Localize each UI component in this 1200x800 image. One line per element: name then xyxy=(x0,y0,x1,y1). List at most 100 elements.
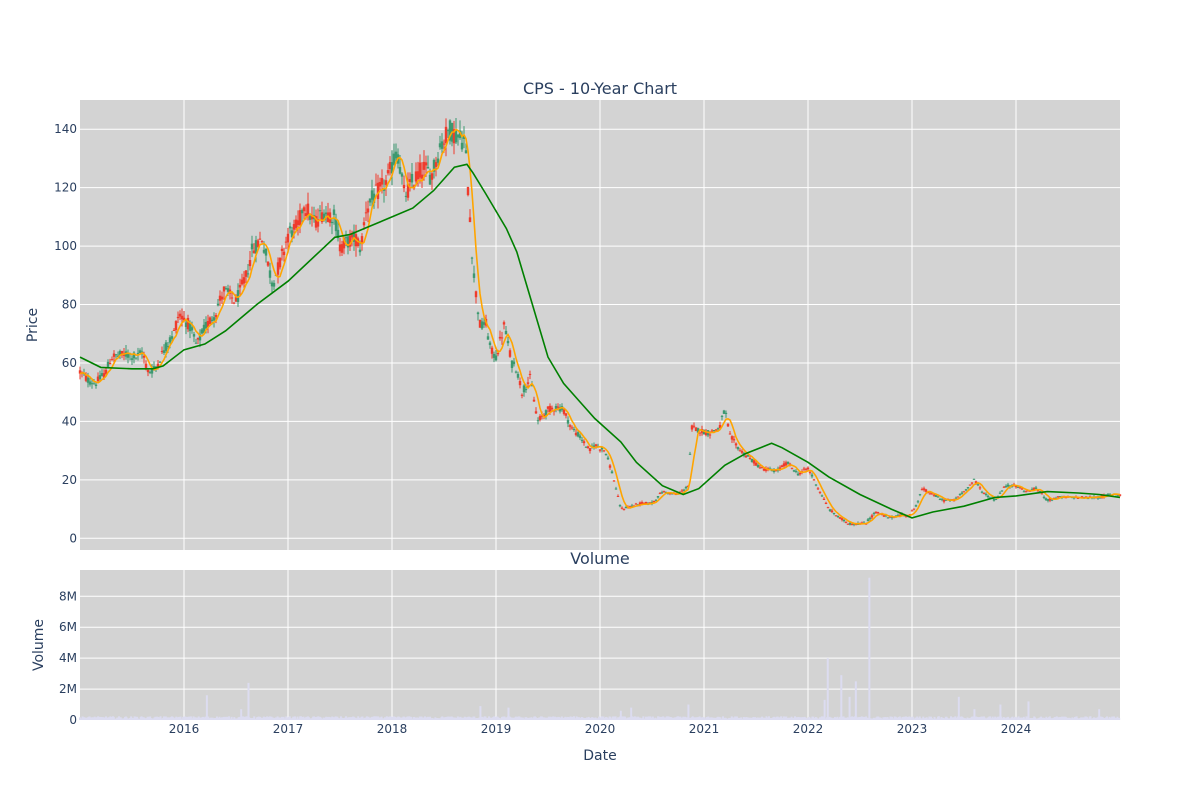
volume-bar xyxy=(576,717,579,720)
candle-body xyxy=(746,454,750,457)
candle-body xyxy=(850,524,854,526)
volume-bar xyxy=(797,716,800,720)
candle-body xyxy=(302,207,306,212)
candle-body xyxy=(722,410,726,414)
candle-body xyxy=(730,436,734,440)
candle-body xyxy=(612,480,616,482)
volume-bar xyxy=(510,717,513,720)
volume-bar xyxy=(667,716,670,720)
candle-body xyxy=(110,359,114,361)
candle-body xyxy=(1016,486,1020,488)
candle-body xyxy=(808,471,812,473)
candle-body xyxy=(520,394,524,396)
volume-bar xyxy=(90,717,93,720)
candle-body xyxy=(384,180,388,185)
candle-body xyxy=(750,458,754,463)
long-moving-average-line xyxy=(79,163,1121,519)
candle-body xyxy=(1018,487,1022,489)
candle-body xyxy=(88,381,92,385)
candle-body xyxy=(342,238,346,249)
candle-body xyxy=(136,352,140,355)
candle-body xyxy=(554,405,558,410)
candle-body xyxy=(142,355,146,358)
candle-body xyxy=(970,482,974,484)
candle-body xyxy=(1076,497,1080,499)
volume-bar xyxy=(1106,716,1108,720)
candle-body xyxy=(556,406,560,408)
volume-bar xyxy=(1022,716,1025,720)
candle-body xyxy=(738,450,742,452)
volume-bar xyxy=(447,716,450,720)
candle-body xyxy=(728,433,732,435)
volume-bar xyxy=(218,716,221,720)
candle-body xyxy=(362,222,366,226)
volume-bar xyxy=(293,716,296,720)
candle-body xyxy=(772,469,776,472)
candle-body xyxy=(314,216,318,228)
volume-bar xyxy=(573,716,575,720)
volume-bar xyxy=(719,717,722,720)
candle-body xyxy=(218,295,222,301)
volume-bar xyxy=(685,717,688,720)
candle-body xyxy=(1048,498,1052,501)
volume-bar xyxy=(518,716,521,720)
volume-bar xyxy=(465,717,468,720)
candle-body xyxy=(982,493,986,495)
volume-spike-bar xyxy=(957,696,960,720)
volume-bar xyxy=(815,717,818,720)
candle-body xyxy=(204,321,208,329)
candle-body xyxy=(470,257,474,259)
volume-bar xyxy=(735,716,738,720)
volume-bars-layer xyxy=(79,577,1121,720)
candle-body xyxy=(944,499,948,501)
candle-body xyxy=(94,384,98,386)
volume-bar xyxy=(125,717,128,720)
candle-body xyxy=(430,173,434,180)
candle-body xyxy=(506,340,510,344)
price-tick-label: 60 xyxy=(62,356,77,370)
candle-body xyxy=(386,170,390,174)
volume-bar xyxy=(560,716,563,720)
candle-body xyxy=(998,492,1002,494)
volume-bar xyxy=(677,716,679,720)
volume-bar xyxy=(1089,716,1092,720)
candle-body xyxy=(704,431,708,436)
volume-bar xyxy=(215,716,218,720)
candle-body xyxy=(840,518,844,520)
candle-body xyxy=(576,432,580,437)
candle-body xyxy=(464,150,468,154)
candle-body xyxy=(518,381,522,386)
candle-body xyxy=(438,143,442,148)
candle-body xyxy=(296,220,300,225)
candle-body xyxy=(436,158,440,163)
volume-bar xyxy=(443,717,445,720)
volume-bar xyxy=(473,716,476,720)
volume-spike-bar xyxy=(479,706,482,720)
candle-body xyxy=(712,429,716,431)
candle-body xyxy=(212,317,216,321)
candle-body xyxy=(702,429,706,435)
candle-body xyxy=(496,352,500,355)
volume-bar xyxy=(102,717,105,720)
candle-body xyxy=(522,385,526,393)
volume-bar xyxy=(314,717,317,720)
volume-bar xyxy=(578,717,581,720)
candle-body xyxy=(786,461,790,464)
candle-body xyxy=(402,184,406,189)
candle-body xyxy=(158,361,162,363)
volume-spike-bar xyxy=(240,709,243,720)
candle-body xyxy=(630,505,634,507)
volume-bar xyxy=(105,716,107,720)
candle-body xyxy=(420,174,424,179)
candle-body xyxy=(192,334,196,337)
candle-body xyxy=(324,212,328,215)
volume-bar xyxy=(933,716,936,720)
volume-bar xyxy=(228,716,231,720)
volume-bar xyxy=(808,717,811,720)
volume-bar xyxy=(600,716,603,720)
candle-body xyxy=(714,429,718,431)
candle-body xyxy=(620,507,624,509)
candle-body xyxy=(886,517,890,519)
candle-body xyxy=(498,336,502,339)
